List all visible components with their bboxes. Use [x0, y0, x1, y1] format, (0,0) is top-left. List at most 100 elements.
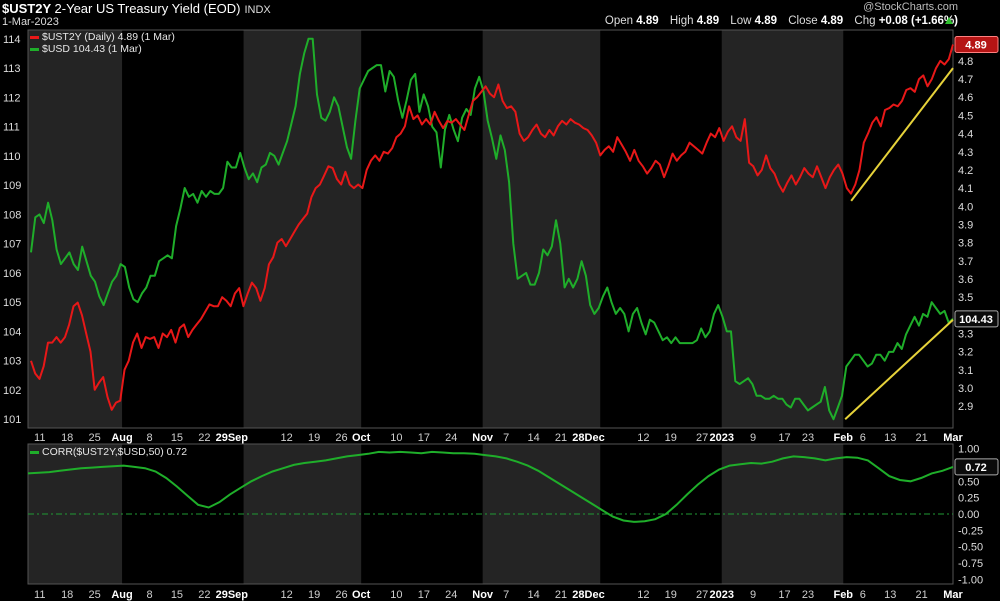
low-value: 4.89: [754, 15, 777, 27]
close-label: Close: [788, 15, 818, 27]
left-y-tick-label: 104: [3, 326, 21, 338]
x-tick-label: 12: [637, 432, 649, 444]
x-tick-label: 15: [171, 432, 183, 444]
corr-x-tick-label: 6: [860, 589, 866, 601]
corr-x-tick-label: 28Dec: [572, 589, 604, 601]
left-y-tick-label: 110: [3, 151, 21, 163]
corr-x-tick-label: 12: [637, 589, 649, 601]
x-tick-label: 17: [418, 432, 430, 444]
x-tick-label: 11: [34, 432, 45, 444]
usd-line: [30, 37, 954, 421]
corr-x-tick-label: 23: [802, 589, 814, 601]
legend-usd-label: $USD 104.43 (1 Mar): [42, 43, 142, 55]
x-tick-label: 24: [445, 432, 457, 444]
legend-ust2y: $UST2Y (Daily) 4.89 (1 Mar): [30, 31, 175, 43]
chart-date: 1-Mar-2023: [2, 16, 59, 28]
right-y-tick-label: 3.1: [958, 365, 973, 377]
corr-x-tick-label: 9: [750, 589, 756, 601]
corr-y-tick-label: -0.25: [958, 525, 983, 537]
trendline-usd: [844, 318, 954, 420]
ust2y-last-tag: 4.89: [965, 40, 986, 52]
open-value: 4.89: [636, 15, 659, 27]
x-tick-label: Oct: [352, 432, 371, 444]
corr-y-tick-label: 0.00: [958, 509, 979, 521]
corr-x-tick-label: 2023: [710, 589, 734, 601]
corr-x-tick-label: 7: [503, 589, 509, 601]
corr-x-tick-label: 12: [281, 589, 293, 601]
right-y-tick-label: 4.5: [958, 110, 973, 122]
chg-label: Chg: [854, 15, 876, 27]
corr-x-tick-label: 21: [916, 589, 928, 601]
corr-y-tick-label: 1.00: [958, 444, 979, 456]
x-tick-label: 10: [390, 432, 402, 444]
left-y-tick-label: 101: [3, 414, 21, 426]
left-y-tick-label: 106: [3, 268, 21, 280]
x-tick-label: 21: [555, 432, 567, 444]
x-tick-label: 14: [527, 432, 539, 444]
x-tick-label: 12: [281, 432, 293, 444]
corr-x-tick-label: Aug: [111, 589, 132, 601]
x-tick-label: 22: [198, 432, 210, 444]
watermark: @StockCharts.com: [863, 1, 958, 13]
corr-x-tick-label: Feb: [833, 589, 853, 601]
trendline-ust2y: [850, 67, 954, 202]
corr-y-tick-label: -0.75: [958, 558, 983, 570]
left-y-tick-label: 105: [3, 297, 21, 309]
ohlc-stats: Open 4.89 High 4.89 Low 4.89 Close 4.89 …: [605, 15, 958, 27]
chart-header: $UST2Y 2-Year US Treasury Yield (EOD) IND…: [0, 0, 1000, 30]
corr-last-tag: 0.72: [965, 462, 986, 474]
high-label: High: [669, 15, 694, 27]
ust2y-last-tag-box: [954, 36, 999, 54]
corr-x-tick-label: 29Sep: [216, 589, 249, 601]
right-y-tick-label: 3.2: [958, 347, 973, 359]
usd-last-tag: 104.43: [959, 314, 993, 326]
left-y-tick-label: 107: [3, 239, 21, 251]
legend-swatch-corr: [30, 450, 39, 454]
corr-x-tick-label: 15: [171, 589, 183, 601]
right-y-tick-label: 3.0: [958, 383, 973, 395]
x-tick-label: 13: [884, 432, 896, 444]
x-tick-label: 2023: [710, 432, 734, 444]
x-tick-label: 17: [778, 432, 790, 444]
open-label: Open: [604, 15, 634, 27]
high-value: 4.89: [696, 15, 720, 27]
chg-value: +0.08 (+1.66%): [878, 15, 958, 27]
month-shade-band: [721, 30, 844, 428]
legend-ust2y-label: $UST2Y (Daily) 4.89 (1 Mar): [42, 31, 175, 43]
right-y-tick-label: 4.0: [958, 201, 973, 213]
corr-line: [27, 450, 954, 523]
right-y-tick-label: 4.8: [958, 56, 973, 68]
ust2y-line: [30, 44, 954, 411]
legend-corr-label: CORR($UST2Y,$USD,50) 0.72: [42, 446, 188, 458]
corr-x-tick-label: 25: [89, 589, 101, 601]
right-y-tick-label: 3.6: [958, 274, 973, 286]
right-y-tick-label: 4.3: [958, 147, 973, 159]
price-legend: $UST2Y (Daily) 4.89 (1 Mar) $USD 104.43 …: [30, 31, 175, 55]
right-y-tick-label: 3.5: [958, 292, 973, 304]
x-tick-label: 28Dec: [572, 432, 604, 444]
x-tick-label: 26: [335, 432, 347, 444]
corr-x-tick-label: Nov: [472, 589, 494, 601]
corr-x-tick-label: 24: [445, 589, 457, 601]
corr-x-tick-label: 21: [555, 589, 567, 601]
price-panel-border: [27, 29, 954, 429]
x-tick-label: 21: [916, 432, 928, 444]
corr-last-tag-box: [954, 458, 999, 476]
corr-legend: CORR($UST2Y,$USD,50) 0.72: [30, 446, 187, 458]
x-tick-label: 25: [89, 432, 101, 444]
left-y-tick-label: 111: [3, 122, 20, 134]
corr-x-tick-label: 17: [778, 589, 790, 601]
right-y-tick-label: 4.6: [958, 92, 973, 104]
usd-last-tag-box: [954, 310, 999, 328]
left-y-tick-label: 113: [3, 63, 21, 75]
chart-title: $UST2Y 2-Year US Treasury Yield (EOD) IND…: [2, 1, 271, 16]
corr-x-tick-label: 22: [198, 589, 210, 601]
right-y-tick-label: 4.4: [958, 129, 973, 141]
exchange: INDX: [244, 4, 271, 16]
corr-x-tick-label: 13: [884, 589, 896, 601]
right-y-tick-label: 3.9: [958, 219, 973, 231]
legend-usd: $USD 104.43 (1 Mar): [30, 43, 175, 55]
left-y-tick-label: 103: [3, 356, 21, 368]
up-arrow-icon: [945, 17, 953, 24]
